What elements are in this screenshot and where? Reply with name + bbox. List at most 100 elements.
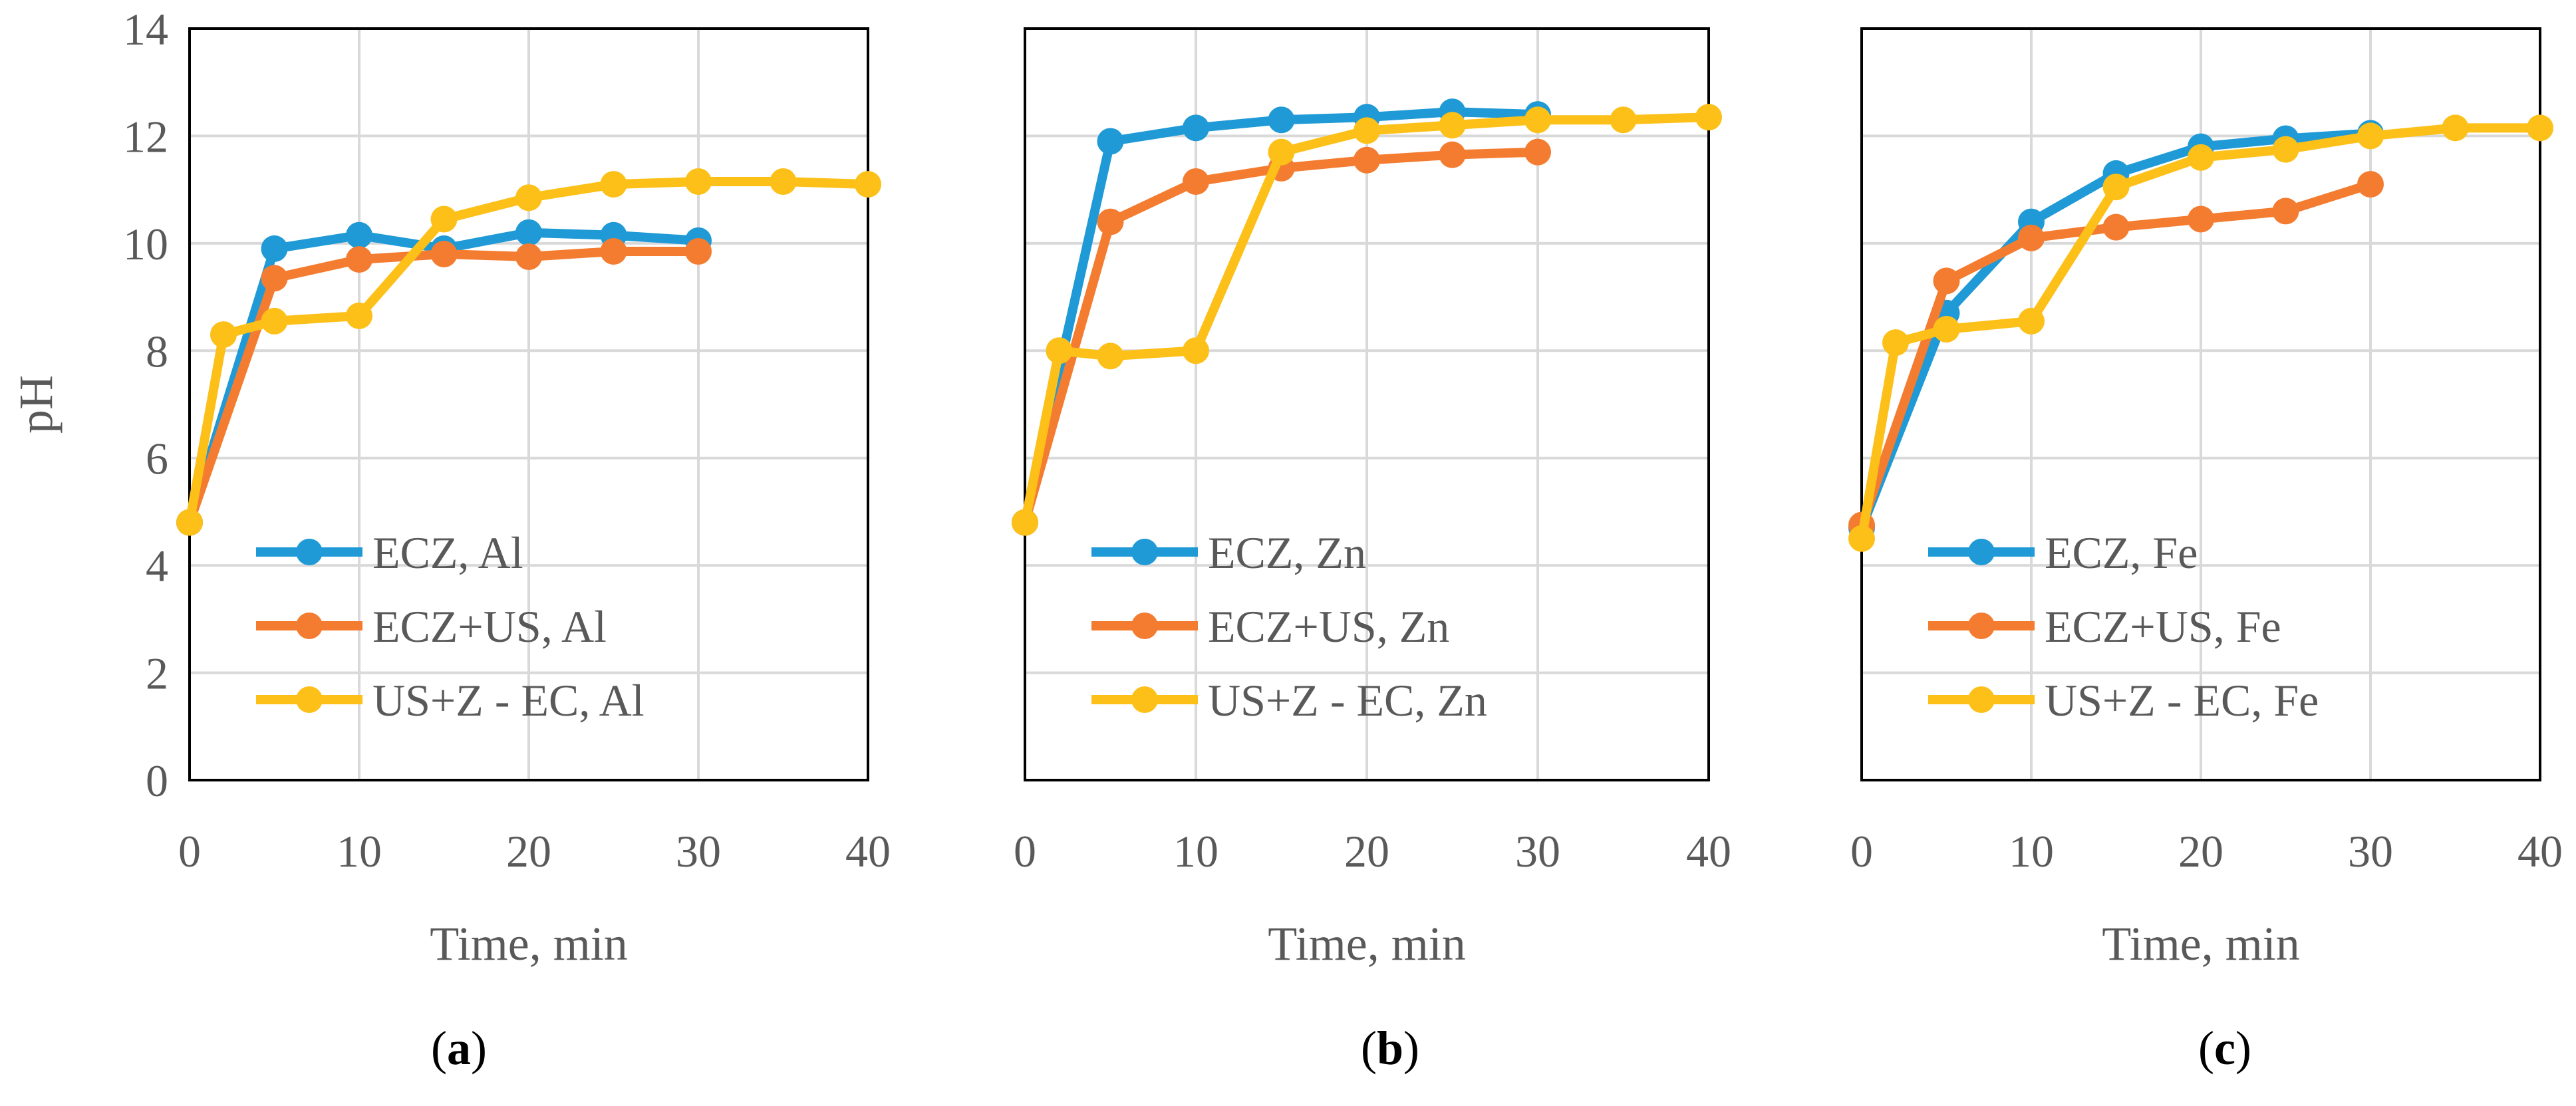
plot-area-frame bbox=[1860, 27, 2541, 781]
data-point bbox=[2018, 307, 2045, 335]
x-tick-label: 20 bbox=[1344, 826, 1389, 877]
data-point bbox=[2272, 136, 2299, 163]
data-point bbox=[1882, 329, 1909, 356]
series-3 bbox=[1012, 104, 1722, 536]
x-tick-label: 30 bbox=[676, 826, 721, 877]
plot-area-frame bbox=[188, 27, 869, 781]
x-tick-label: 10 bbox=[337, 826, 382, 877]
data-point bbox=[261, 307, 288, 335]
data-point bbox=[1183, 168, 1209, 196]
data-point bbox=[346, 246, 372, 273]
data-point bbox=[1046, 337, 1073, 364]
data-point bbox=[2442, 114, 2469, 142]
series-line bbox=[185, 246, 698, 524]
legend-item: ECZ, Fe bbox=[1928, 527, 2198, 578]
x-tick-label: 40 bbox=[2517, 826, 2563, 877]
series-2 bbox=[1012, 138, 1551, 536]
legend: ECZ, Zn ECZ+US, Zn US+Z - EC, Zn bbox=[1091, 527, 1487, 726]
data-point bbox=[600, 237, 627, 265]
legend: ECZ, Fe ECZ+US, Fe US+Z - EC, Fe bbox=[1928, 527, 2319, 726]
panel-label: (c) bbox=[2198, 1022, 2251, 1075]
x-tick-label: 10 bbox=[1173, 826, 1218, 877]
x-tick-label: 40 bbox=[845, 826, 891, 877]
series-line bbox=[1857, 123, 2540, 539]
y-axis-title: pH bbox=[9, 375, 63, 434]
data-point bbox=[1439, 141, 1466, 168]
legend-label: US+Z - EC, Zn bbox=[1208, 675, 1487, 726]
data-point bbox=[1933, 316, 1960, 343]
legend-label: US+Z - EC, Al bbox=[372, 675, 644, 726]
panel-label: (a) bbox=[431, 1022, 487, 1075]
chart-panel-c: 0 10 20 30 40 Time, min ECZ, Fe ECZ+US, Fe US+Z … bbox=[1848, 27, 2563, 1075]
legend-label: ECZ, Fe bbox=[2045, 527, 2198, 578]
plot-area-frame bbox=[1024, 27, 1710, 781]
data-point bbox=[770, 168, 797, 196]
x-tick-label: 20 bbox=[2178, 826, 2223, 877]
legend-swatch-marker bbox=[296, 613, 323, 639]
data-point bbox=[855, 171, 881, 198]
y-tick-label: 6 bbox=[146, 434, 168, 484]
legend-swatch-marker bbox=[1131, 686, 1158, 713]
x-axis-title: Time, min bbox=[430, 917, 627, 970]
data-point bbox=[515, 219, 542, 246]
series-2 bbox=[176, 237, 712, 536]
data-point bbox=[346, 302, 372, 329]
legend-item: ECZ+US, Zn bbox=[1091, 601, 1449, 652]
data-point bbox=[2018, 224, 2045, 251]
data-point bbox=[1268, 138, 1295, 166]
data-point bbox=[176, 509, 203, 536]
legend-label: US+Z - EC, Fe bbox=[2045, 675, 2319, 726]
data-point bbox=[1097, 343, 1124, 370]
data-point bbox=[1268, 106, 1295, 134]
data-point bbox=[2357, 122, 2384, 150]
data-point bbox=[2357, 171, 2384, 198]
legend-swatch-marker bbox=[296, 686, 323, 713]
legend-label: ECZ+US, Zn bbox=[1208, 601, 1449, 652]
series-line bbox=[185, 177, 869, 523]
y-tick-label: 2 bbox=[146, 648, 168, 699]
data-point bbox=[515, 184, 542, 211]
legend: ECZ, Al ECZ+US, Al US+Z - EC, Al bbox=[256, 527, 644, 726]
chart-panel-b: 0 10 20 30 40 Time, min ECZ, Zn ECZ+US, Zn US+Z … bbox=[1012, 27, 1731, 1075]
x-tick-label: 10 bbox=[2009, 826, 2054, 877]
legend-swatch-marker bbox=[1968, 539, 1995, 565]
data-point bbox=[1439, 112, 1466, 139]
series-line bbox=[1020, 112, 1709, 523]
x-tick-label: 40 bbox=[1686, 826, 1731, 877]
legend-item: ECZ+US, Fe bbox=[1928, 601, 2281, 652]
legend-label: ECZ, Zn bbox=[1208, 527, 1366, 578]
data-point bbox=[346, 221, 372, 249]
y-tick-label: 4 bbox=[146, 541, 168, 591]
data-point bbox=[685, 168, 712, 196]
legend-label: ECZ+US, Al bbox=[372, 601, 607, 652]
data-point bbox=[261, 235, 288, 262]
series-3 bbox=[1848, 114, 2553, 552]
y-tick-label: 10 bbox=[123, 219, 168, 269]
legend-item: US+Z - EC, Fe bbox=[1928, 675, 2319, 726]
y-tick-label: 0 bbox=[146, 756, 168, 806]
x-tick-label: 0 bbox=[1850, 826, 1873, 877]
legend-label: ECZ+US, Fe bbox=[2045, 601, 2281, 652]
y-tick-label: 12 bbox=[123, 111, 168, 162]
data-point bbox=[1524, 106, 1551, 134]
data-point bbox=[1097, 128, 1124, 155]
data-point bbox=[1933, 267, 1960, 295]
data-point bbox=[2527, 114, 2553, 142]
x-tick-label: 30 bbox=[1515, 826, 1560, 877]
x-axis-title: Time, min bbox=[2102, 917, 2299, 970]
data-point bbox=[515, 243, 542, 271]
data-point bbox=[430, 241, 458, 267]
data-point bbox=[2102, 213, 2130, 241]
legend-item: ECZ+US, Al bbox=[256, 601, 607, 652]
data-point bbox=[1610, 106, 1637, 134]
data-point bbox=[600, 171, 627, 198]
y-tick-label: 14 bbox=[123, 4, 168, 55]
legend-swatch-marker bbox=[296, 539, 323, 565]
series-3 bbox=[176, 168, 881, 536]
x-axis-title: Time, min bbox=[1268, 917, 1465, 970]
data-point bbox=[1354, 117, 1380, 144]
legend-label: ECZ, Al bbox=[372, 527, 523, 578]
data-point bbox=[430, 206, 458, 233]
